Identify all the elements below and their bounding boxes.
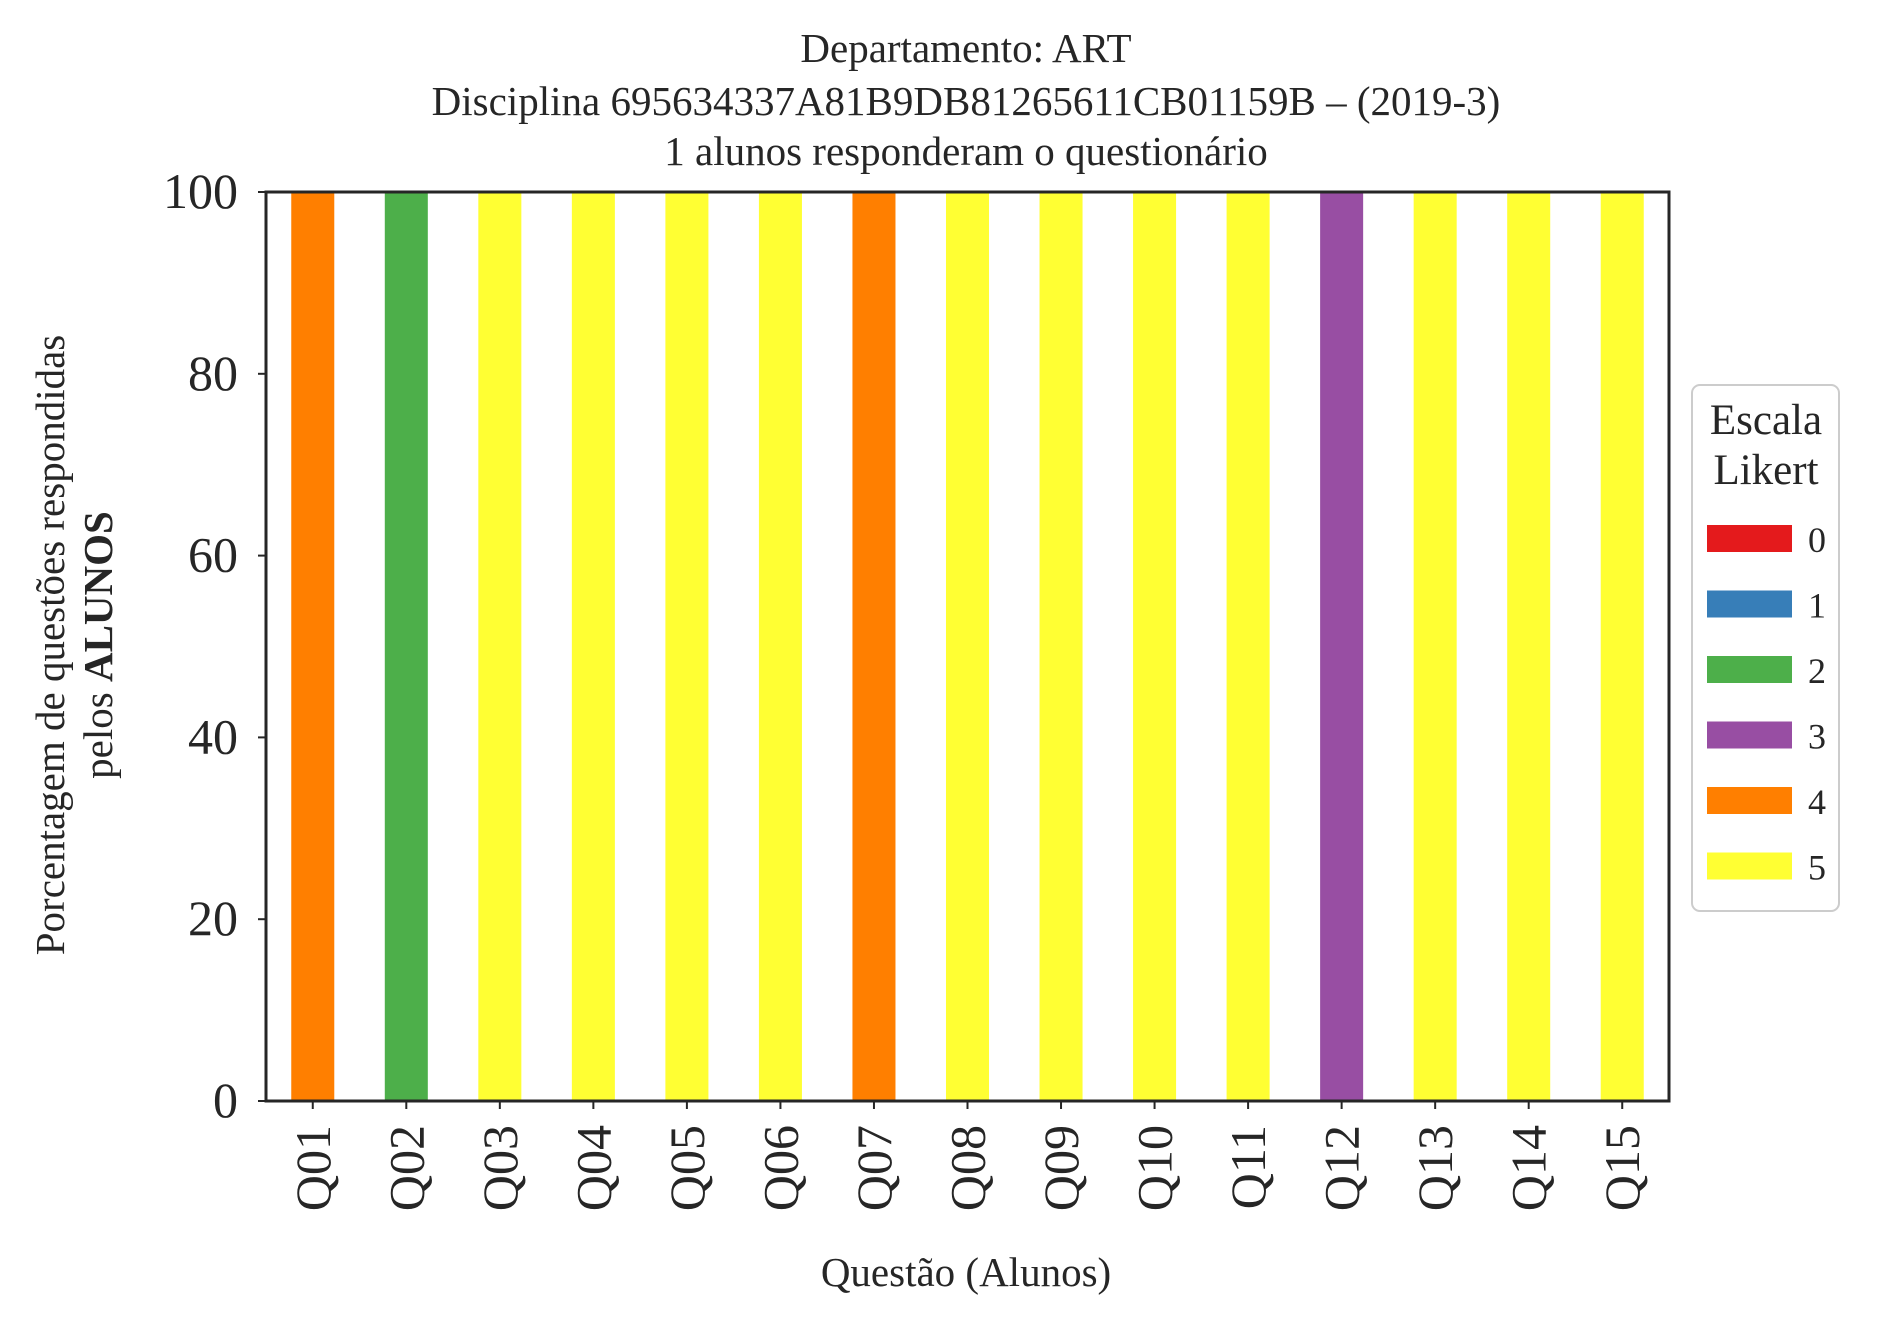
x-tick-label: Q02 <box>378 1125 434 1211</box>
bar-Q15-likert-5 <box>1600 192 1644 1101</box>
x-tick-label: Q15 <box>1594 1125 1650 1211</box>
title-line-3: 1 alunos responderam o questionário <box>664 128 1267 174</box>
y-axis-label-prefix: pelos <box>75 682 121 779</box>
x-tick-label: Q14 <box>1501 1125 1557 1211</box>
bar-Q09-likert-5 <box>1039 192 1083 1101</box>
legend-label-2: 2 <box>1808 651 1826 691</box>
y-tick-label: 100 <box>163 163 238 219</box>
bar-Q06-likert-5 <box>758 192 802 1101</box>
bar-Q13-likert-5 <box>1413 192 1457 1101</box>
legend-label-4: 4 <box>1808 782 1826 822</box>
x-tick-label: Q05 <box>659 1125 715 1211</box>
x-tick-label: Q12 <box>1314 1125 1370 1211</box>
y-axis-label-bold: ALUNOS <box>75 511 121 682</box>
x-axis-label: Questão (Alunos) <box>821 1249 1111 1295</box>
legend-title-line-1: Escala <box>1710 397 1822 444</box>
x-tick-label: Q07 <box>846 1125 902 1211</box>
y-tick-label: 40 <box>188 708 238 764</box>
x-tick-label: Q09 <box>1033 1125 1089 1211</box>
legend-label-5: 5 <box>1808 848 1826 888</box>
y-axis-label: Porcentagem de questões respondidas pelo… <box>27 335 121 956</box>
legend-box <box>1691 384 1840 912</box>
legend-label-1: 1 <box>1808 586 1826 626</box>
legend-swatch-3 <box>1707 721 1792 749</box>
x-tick-label: Q08 <box>940 1125 996 1211</box>
bar-Q11-likert-5 <box>1226 192 1270 1101</box>
bar-Q04-likert-5 <box>571 192 615 1101</box>
bar-Q12-likert-3 <box>1320 192 1364 1101</box>
y-axis-label-line-2: pelos ALUNOS <box>75 511 121 779</box>
legend-swatch-2 <box>1707 656 1792 683</box>
y-tick-label: 80 <box>188 345 238 401</box>
bar-Q01-likert-4 <box>291 192 335 1101</box>
bar-Q03-likert-5 <box>478 192 522 1101</box>
y-tick-label: 20 <box>188 890 238 946</box>
legend-swatch-4 <box>1707 787 1792 814</box>
bar-Q10-likert-5 <box>1133 192 1177 1101</box>
y-tick-label: 0 <box>213 1072 238 1128</box>
bar-Q08-likert-5 <box>945 192 990 1101</box>
bars-group <box>291 192 1644 1101</box>
title-line-1: Departamento: ART <box>800 25 1131 71</box>
chart-title: Departamento: ART Disciplina 695634337A8… <box>432 25 1501 174</box>
legend-swatch-1 <box>1707 590 1792 618</box>
legend-swatch-0 <box>1707 525 1792 552</box>
y-axis-ticks: 0 20 40 60 80 100 <box>163 163 266 1128</box>
legend-swatch-5 <box>1707 852 1792 880</box>
y-tick-label: 60 <box>188 527 238 583</box>
x-tick-label: Q13 <box>1407 1125 1463 1211</box>
x-tick-label: Q06 <box>752 1125 808 1211</box>
legend: Escala Likert 0 1 2 3 4 5 <box>1691 384 1840 912</box>
title-line-2: Disciplina 695634337A81B9DB81265611CB011… <box>432 78 1501 124</box>
bar-Q14-likert-5 <box>1507 192 1551 1101</box>
legend-label-3: 3 <box>1808 717 1826 757</box>
x-tick-label: Q04 <box>565 1125 621 1211</box>
x-axis-ticks: Q01 Q02 Q03 Q04 Q05 Q06 Q07 Q08 Q09 Q10 Q11 Q12 Q13 Q… <box>285 1101 1650 1211</box>
y-axis-label-line-1: Porcentagem de questões respondidas <box>27 335 73 956</box>
x-tick-label: Q01 <box>285 1125 341 1211</box>
plot-frame <box>264 190 1671 1103</box>
x-tick-label: Q10 <box>1127 1125 1183 1211</box>
legend-title-line-2: Likert <box>1713 447 1818 494</box>
x-tick-label: Q03 <box>472 1125 528 1211</box>
legend-items: 0 1 2 3 4 5 <box>1707 520 1826 888</box>
x-tick-label: Q11 <box>1220 1125 1276 1209</box>
legend-label-0: 0 <box>1808 520 1826 560</box>
bar-Q07-likert-4 <box>852 192 896 1101</box>
bar-Q02-likert-2 <box>384 192 428 1101</box>
bar-Q05-likert-5 <box>665 192 709 1101</box>
